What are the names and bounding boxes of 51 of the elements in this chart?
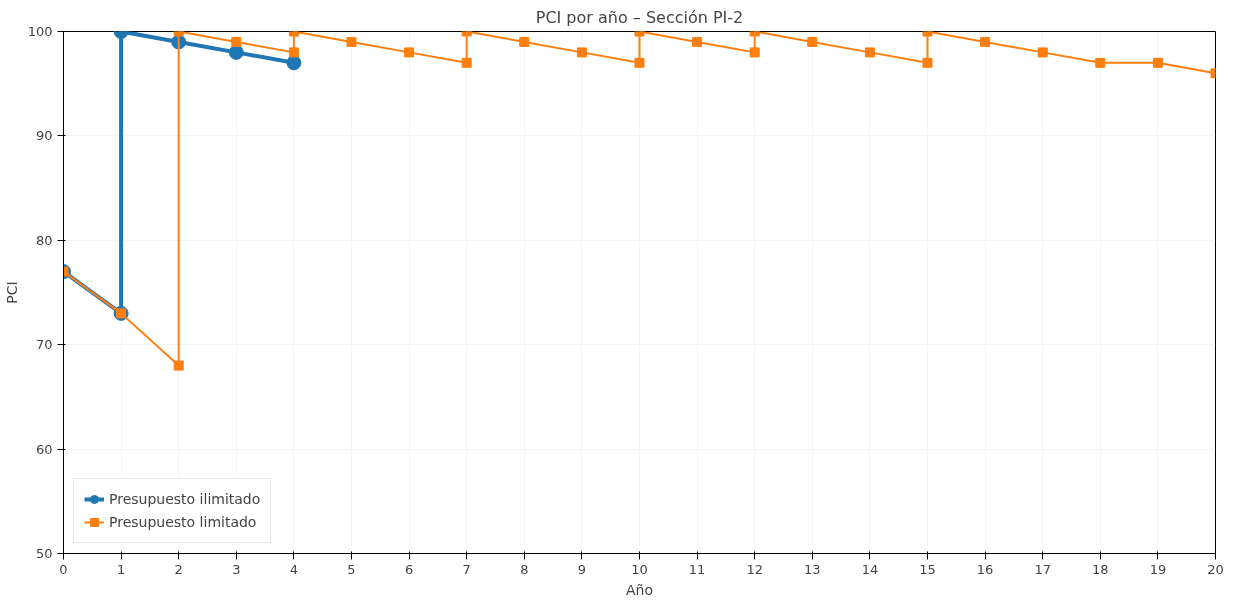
point bbox=[692, 36, 703, 47]
x-tick-label: 6 bbox=[404, 561, 414, 577]
x-tick-label: 20 bbox=[1207, 561, 1224, 577]
y-tick-label: 100 bbox=[27, 24, 53, 39]
x-tick-label: 10 bbox=[631, 561, 648, 577]
point bbox=[288, 47, 299, 58]
point bbox=[1037, 47, 1048, 58]
x-tick-label: 1 bbox=[116, 561, 126, 577]
legend-label: Presupuesto ilimitado bbox=[109, 491, 261, 507]
point bbox=[1152, 57, 1163, 68]
x-tick-label: 8 bbox=[520, 561, 529, 577]
x-tick-label: 14 bbox=[861, 561, 879, 577]
x-tick-label: 0 bbox=[59, 561, 68, 577]
chart-title: PCI por año – Sección PI-2 bbox=[535, 7, 744, 27]
point bbox=[864, 47, 875, 58]
x-tick-label: 15 bbox=[919, 561, 936, 577]
y-tick-label: 80 bbox=[35, 232, 53, 248]
x-tick-label: 12 bbox=[746, 561, 763, 577]
y-tick-label: 60 bbox=[35, 441, 53, 457]
x-tick-label: 13 bbox=[804, 561, 821, 577]
point bbox=[634, 57, 645, 68]
y-tick-label: 50 bbox=[35, 546, 53, 561]
x-axis-title: Año bbox=[625, 581, 654, 598]
x-tick-label: 9 bbox=[577, 561, 587, 577]
point bbox=[228, 44, 244, 60]
point bbox=[346, 36, 357, 47]
point bbox=[922, 57, 933, 68]
point bbox=[173, 360, 184, 371]
point bbox=[807, 36, 818, 47]
legend-label: Presupuesto limitado bbox=[109, 514, 257, 530]
point bbox=[461, 57, 472, 68]
y-tick-label: 90 bbox=[35, 128, 53, 144]
point bbox=[980, 36, 991, 47]
point bbox=[404, 47, 415, 58]
x-tick-label: 16 bbox=[976, 561, 994, 577]
x-tick-label: 7 bbox=[462, 561, 471, 577]
x-tick-label: 18 bbox=[1092, 561, 1109, 577]
point bbox=[576, 47, 587, 58]
x-tick-label: 4 bbox=[289, 561, 299, 577]
point bbox=[519, 36, 530, 47]
x-tick-label: 17 bbox=[1034, 561, 1051, 577]
x-tick-label: 3 bbox=[232, 561, 241, 577]
point bbox=[749, 47, 760, 58]
point bbox=[231, 36, 242, 47]
x-tick-label: 11 bbox=[688, 561, 706, 577]
x-tick-label: 19 bbox=[1149, 561, 1167, 577]
y-axis-title: PCI bbox=[3, 281, 20, 304]
y-tick-label: 70 bbox=[35, 337, 53, 353]
point bbox=[1095, 57, 1106, 68]
x-tick-label: 2 bbox=[174, 561, 183, 577]
x-tick-label: 5 bbox=[347, 561, 356, 577]
